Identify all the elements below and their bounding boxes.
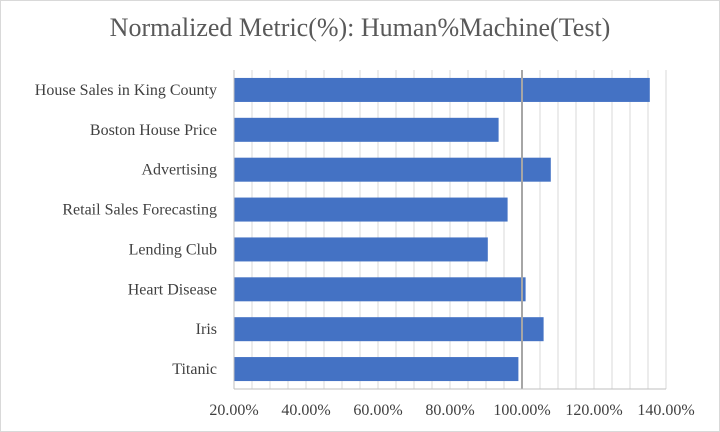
category-label: Boston House Price [90,122,217,139]
bar [234,157,551,182]
bar [234,237,488,262]
x-tick-label: 40.00% [281,402,330,419]
bar [234,77,650,102]
bars [234,77,650,382]
bar [234,357,519,382]
axes [233,70,666,390]
category-label: Titanic [172,361,217,378]
category-labels: House Sales in King County Boston House P… [35,82,217,378]
x-tick-label: 120.00% [565,402,622,419]
x-tick-label: 100.00% [493,402,550,419]
chart-title: Normalized Metric(%): Human%Machine(Test… [109,13,611,42]
category-label: Iris [196,321,217,338]
tick-labels: 20.00% 40.00% 60.00% 80.00% 100.00% 120.00% 14… [209,402,694,419]
category-label: Retail Sales Forecasting [62,202,217,219]
x-tick-label: 20.00% [209,402,258,419]
category-label: Advertising [141,162,217,179]
x-tick-label: 80.00% [425,402,474,419]
bar [234,317,544,342]
category-label: Lending Club [129,241,217,258]
bar [234,277,526,302]
x-tick-label: 60.00% [353,402,402,419]
bar [234,117,499,142]
category-label: Heart Disease [128,281,217,298]
x-tick-label: 140.00% [637,402,694,419]
bar [234,197,508,222]
category-label: House Sales in King County [35,82,217,99]
